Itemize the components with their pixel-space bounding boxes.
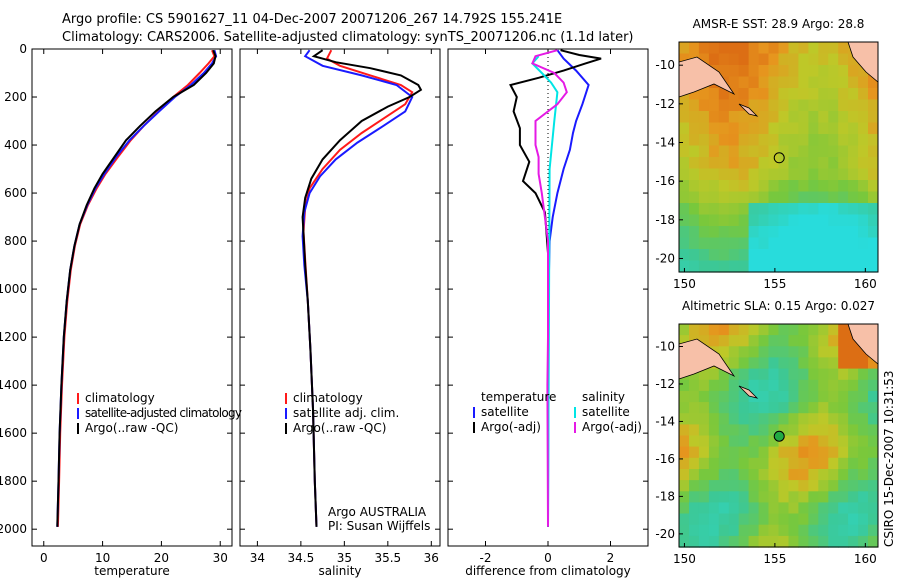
- map-xtick-label: 160: [854, 277, 877, 291]
- temperature-series-climatology: [56, 49, 216, 527]
- salinity-series-climatology: [302, 49, 414, 527]
- map-ytick-label: -10: [655, 339, 675, 353]
- side-timestamp-label: CSIRO 15-Dec-2007 10:31:53: [882, 370, 896, 547]
- map-frame: [678, 323, 879, 548]
- difference-xtick-label: 2: [607, 551, 615, 565]
- difference-legend-entry: satellite: [481, 405, 529, 419]
- land-outline: [678, 323, 879, 399]
- salinity-annotation: Argo AUSTRALIA: [328, 505, 427, 519]
- map-xtick-label: 155: [763, 552, 786, 566]
- difference-xtick-label: -2: [480, 551, 492, 565]
- depth-tick-label: 1400: [0, 378, 27, 392]
- difference-series-temperature-argo-adj-: [509, 49, 602, 527]
- map-ytick-label: -20: [655, 527, 675, 541]
- depth-tick-label: 800: [4, 234, 27, 248]
- map-ytick-label: -14: [655, 136, 675, 150]
- depth-tick-label: 600: [4, 186, 27, 200]
- salinity-xtick-label: 34: [250, 551, 265, 565]
- salinity-xtick-label: 35.5: [374, 551, 401, 565]
- map-ytick-label: -16: [655, 452, 675, 466]
- salinity-xtick-label: 35: [337, 551, 352, 565]
- depth-tick-label: 1800: [0, 474, 27, 488]
- map-ytick-label: -12: [655, 377, 675, 391]
- depth-tick-label: 1600: [0, 426, 27, 440]
- difference-legend-temp-title: temperature: [481, 390, 556, 404]
- map-ytick-label: -20: [655, 251, 675, 265]
- difference-series-salinity-argo-adj-: [531, 49, 568, 527]
- argo-float-marker: [773, 152, 785, 164]
- temperature-xtick-label: 0: [40, 551, 48, 565]
- map-xtick-label: 160: [854, 552, 877, 566]
- depth-tick-label: 1200: [0, 330, 27, 344]
- temperature-legend-entry: Argo(..raw -QC): [85, 421, 178, 435]
- map-ytick-label: -18: [655, 213, 675, 227]
- difference-legend-entry: satellite: [582, 405, 630, 419]
- temperature-plot-frame: [31, 48, 233, 547]
- map-ytick-label: -12: [655, 97, 675, 111]
- salinity-series-argo-raw-qc-: [301, 49, 423, 527]
- difference-xtick-label: 0: [544, 551, 552, 565]
- map-xtick-label: 150: [673, 552, 696, 566]
- depth-tick-label: 2000: [0, 522, 27, 536]
- figure-title-line-2: Climatology: CARS2006. Satellite-adjuste…: [62, 30, 634, 45]
- temperature-xlabel: temperature: [94, 564, 169, 578]
- temperature-xtick-label: 10: [95, 551, 110, 565]
- difference-legend-sal-title: salinity: [582, 390, 625, 404]
- map-title-sla: Altimetric SLA: 0.15 Argo: 0.027: [682, 299, 875, 313]
- salinity-xlabel: salinity: [318, 564, 361, 578]
- depth-tick-label: 1000: [0, 282, 27, 296]
- temperature-legend-entry: climatology: [85, 391, 155, 405]
- difference-legend-entry: Argo(-adj): [582, 420, 642, 434]
- temperature-xtick-label: 30: [213, 551, 228, 565]
- argo-float-marker: [773, 430, 785, 442]
- difference-xlabel: difference from climatology: [465, 564, 631, 578]
- difference-legend-entry: Argo(-adj): [481, 420, 541, 434]
- salinity-series-satellite-adj-clim-: [301, 49, 414, 527]
- map-title-sst: AMSR-E SST: 28.9 Argo: 28.8: [693, 17, 865, 31]
- figure-title-line-1: Argo profile: CS 5901627_11 04-Dec-2007 …: [62, 12, 563, 27]
- map-xtick-label: 150: [673, 277, 696, 291]
- map-frame: [678, 41, 879, 273]
- map-ytick-label: -14: [655, 414, 675, 428]
- depth-tick-label: 400: [4, 138, 27, 152]
- salinity-xtick-label: 36: [424, 551, 439, 565]
- depth-tick-label: 200: [4, 90, 27, 104]
- map-ytick-label: -10: [655, 58, 675, 72]
- map-ytick-label: -16: [655, 174, 675, 188]
- salinity-annotation: PI: Susan Wijffels: [328, 519, 430, 533]
- temperature-legend-entry: satellite-adjusted climatology: [85, 406, 242, 420]
- salinity-xtick-label: 34.5: [288, 551, 315, 565]
- salinity-legend-entry: satellite adj. clim.: [293, 406, 399, 420]
- map-ytick-label: -18: [655, 489, 675, 503]
- map-xtick-label: 155: [763, 277, 786, 291]
- salinity-legend-entry: climatology: [293, 391, 363, 405]
- depth-tick-label: 0: [19, 42, 27, 56]
- temperature-xtick-label: 20: [154, 551, 169, 565]
- salinity-plot-frame: [239, 48, 441, 547]
- temperature-series-satellite-adjusted-climatology: [56, 49, 218, 527]
- salinity-legend-entry: Argo(..raw -QC): [293, 421, 386, 435]
- temperature-series-argo-raw-qc-: [56, 49, 217, 527]
